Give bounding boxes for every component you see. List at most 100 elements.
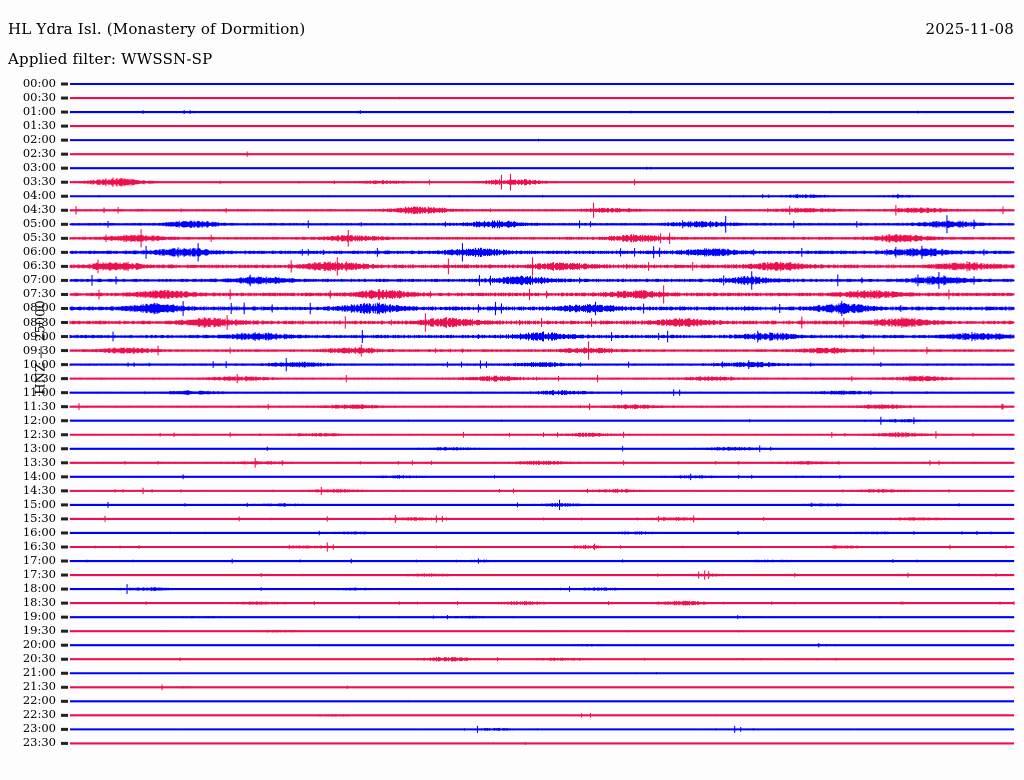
time-label: 02:30 xyxy=(22,146,56,161)
seismogram-trace xyxy=(69,373,1015,384)
time-label: 07:30 xyxy=(22,286,56,301)
time-label: 03:30 xyxy=(22,174,56,189)
time-label: 03:00 xyxy=(22,160,56,175)
time-label: 23:30 xyxy=(22,735,56,750)
time-label: 08:30 xyxy=(22,314,56,329)
time-label: 19:00 xyxy=(22,609,56,624)
time-label: 21:00 xyxy=(22,665,56,680)
time-label: 16:30 xyxy=(22,538,56,553)
seismogram-trace xyxy=(69,403,1015,411)
station-title: HL Ydra Isl. (Monastery of Dormition) xyxy=(8,20,306,38)
time-label: 12:30 xyxy=(22,426,56,441)
seismogram-trace xyxy=(69,243,1015,262)
time-label: 01:30 xyxy=(22,118,56,133)
seismogram-trace xyxy=(69,389,1015,397)
seismogram-trace xyxy=(69,486,1015,495)
seismogram-trace xyxy=(69,151,1015,157)
seismogram-trace xyxy=(69,125,1015,128)
seismogram-plot[interactable] xyxy=(0,78,1024,772)
time-label: 05:30 xyxy=(22,230,56,245)
seismogram-trace xyxy=(69,202,1015,218)
seismogram-trace xyxy=(69,96,1015,100)
time-label: 00:00 xyxy=(22,76,56,90)
time-label: 11:00 xyxy=(22,384,56,399)
time-label: 16:00 xyxy=(22,524,56,539)
time-label: 09:30 xyxy=(22,342,56,357)
time-label: 09:00 xyxy=(22,328,56,343)
time-label: 10:30 xyxy=(22,370,56,385)
time-label: 21:30 xyxy=(22,679,56,694)
seismogram-trace xyxy=(69,173,1015,191)
time-label: 20:30 xyxy=(22,651,56,666)
applied-filter-label: Applied filter: WWSSN-SP xyxy=(8,50,213,68)
seismogram-trace xyxy=(69,558,1015,564)
time-label: 00:30 xyxy=(22,90,56,105)
seismogram-trace xyxy=(69,445,1015,453)
time-label: 17:30 xyxy=(22,567,56,582)
time-label: 20:00 xyxy=(22,637,56,652)
time-label: 15:00 xyxy=(22,496,56,511)
seismogram-trace xyxy=(69,499,1015,511)
seismogram-trace xyxy=(69,725,1015,733)
seismogram-trace xyxy=(69,313,1015,332)
seismogram-trace xyxy=(69,629,1015,633)
seismogram-trace xyxy=(69,193,1015,199)
seismogram-trace xyxy=(69,530,1015,536)
seismogram-trace xyxy=(69,457,1015,468)
time-label: 10:00 xyxy=(22,356,56,371)
seismogram-trace xyxy=(69,416,1015,425)
seismogram-trace xyxy=(69,357,1015,372)
time-label: 07:00 xyxy=(22,272,56,287)
seismogram-trace xyxy=(69,257,1015,276)
seismogram-trace xyxy=(69,229,1015,248)
seismogram-trace xyxy=(69,300,1015,317)
seismogram-trace xyxy=(69,684,1015,691)
seismogram-trace xyxy=(69,600,1015,606)
time-label: 17:00 xyxy=(22,553,56,568)
seismogram-trace xyxy=(69,672,1015,675)
seismogram-trace xyxy=(69,215,1015,234)
time-label: 22:30 xyxy=(22,707,56,722)
time-label: 22:00 xyxy=(22,693,56,708)
time-label: 13:00 xyxy=(22,440,56,455)
seismogram-trace xyxy=(69,330,1015,343)
seismogram-trace xyxy=(69,473,1015,481)
time-label: 05:00 xyxy=(22,216,56,231)
time-label: 14:00 xyxy=(22,468,56,483)
time-label: 19:30 xyxy=(22,623,56,638)
seismogram-trace xyxy=(69,431,1015,439)
time-label: 18:00 xyxy=(22,581,56,596)
seismogram-trace xyxy=(69,514,1015,523)
seismogram-trace xyxy=(69,713,1015,718)
seismogram-trace xyxy=(69,166,1015,170)
time-label: 12:00 xyxy=(22,412,56,427)
time-label: 11:30 xyxy=(22,398,56,413)
time-label: 04:00 xyxy=(22,188,56,203)
time-label: 18:30 xyxy=(22,595,56,610)
time-label: 08:00 xyxy=(22,300,56,315)
seismogram-trace xyxy=(69,82,1015,86)
date-label: 2025-11-08 xyxy=(925,20,1014,38)
time-label: 06:30 xyxy=(22,258,56,273)
seismogram-trace xyxy=(69,341,1015,360)
time-label: 23:00 xyxy=(22,721,56,736)
time-label: 02:00 xyxy=(22,132,56,147)
seismogram-trace xyxy=(69,656,1015,662)
seismogram-trace xyxy=(69,584,1015,595)
seismogram-trace xyxy=(69,138,1015,142)
seismogram-trace xyxy=(69,285,1015,304)
seismogram-trace xyxy=(69,615,1015,620)
time-label: 04:30 xyxy=(22,202,56,217)
time-label: 13:30 xyxy=(22,454,56,469)
seismogram-trace xyxy=(69,542,1015,552)
seismogram-canvas xyxy=(61,82,1015,745)
seismogram-trace xyxy=(69,271,1015,290)
time-label: 14:30 xyxy=(22,482,56,497)
time-label: 15:30 xyxy=(22,510,56,525)
seismogram-trace xyxy=(69,742,1015,745)
time-label: 06:00 xyxy=(22,244,56,259)
seismogram-trace xyxy=(69,700,1015,703)
seismogram-trace xyxy=(69,643,1015,648)
seismogram-trace xyxy=(69,570,1015,580)
seismogram-trace xyxy=(69,109,1015,115)
